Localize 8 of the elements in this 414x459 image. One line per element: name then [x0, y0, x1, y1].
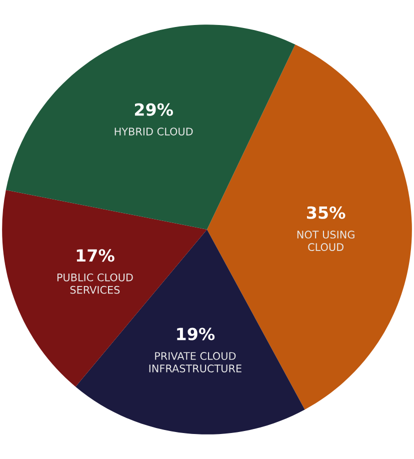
- slice-label: HYBRID CLOUD: [114, 128, 193, 136]
- data-label: 17%: [76, 249, 114, 262]
- data-label: 29%: [134, 103, 174, 116]
- data-label: 19%: [177, 328, 215, 340]
- slice-label: NOT USING CLOUD: [297, 230, 354, 252]
- slice-label: PRIVATE CLOUD INFRASTRUCTURE: [149, 352, 242, 372]
- slice-label: PUBLIC CLOUD SERVICES: [57, 273, 133, 294]
- data-label: 35%: [306, 206, 346, 219]
